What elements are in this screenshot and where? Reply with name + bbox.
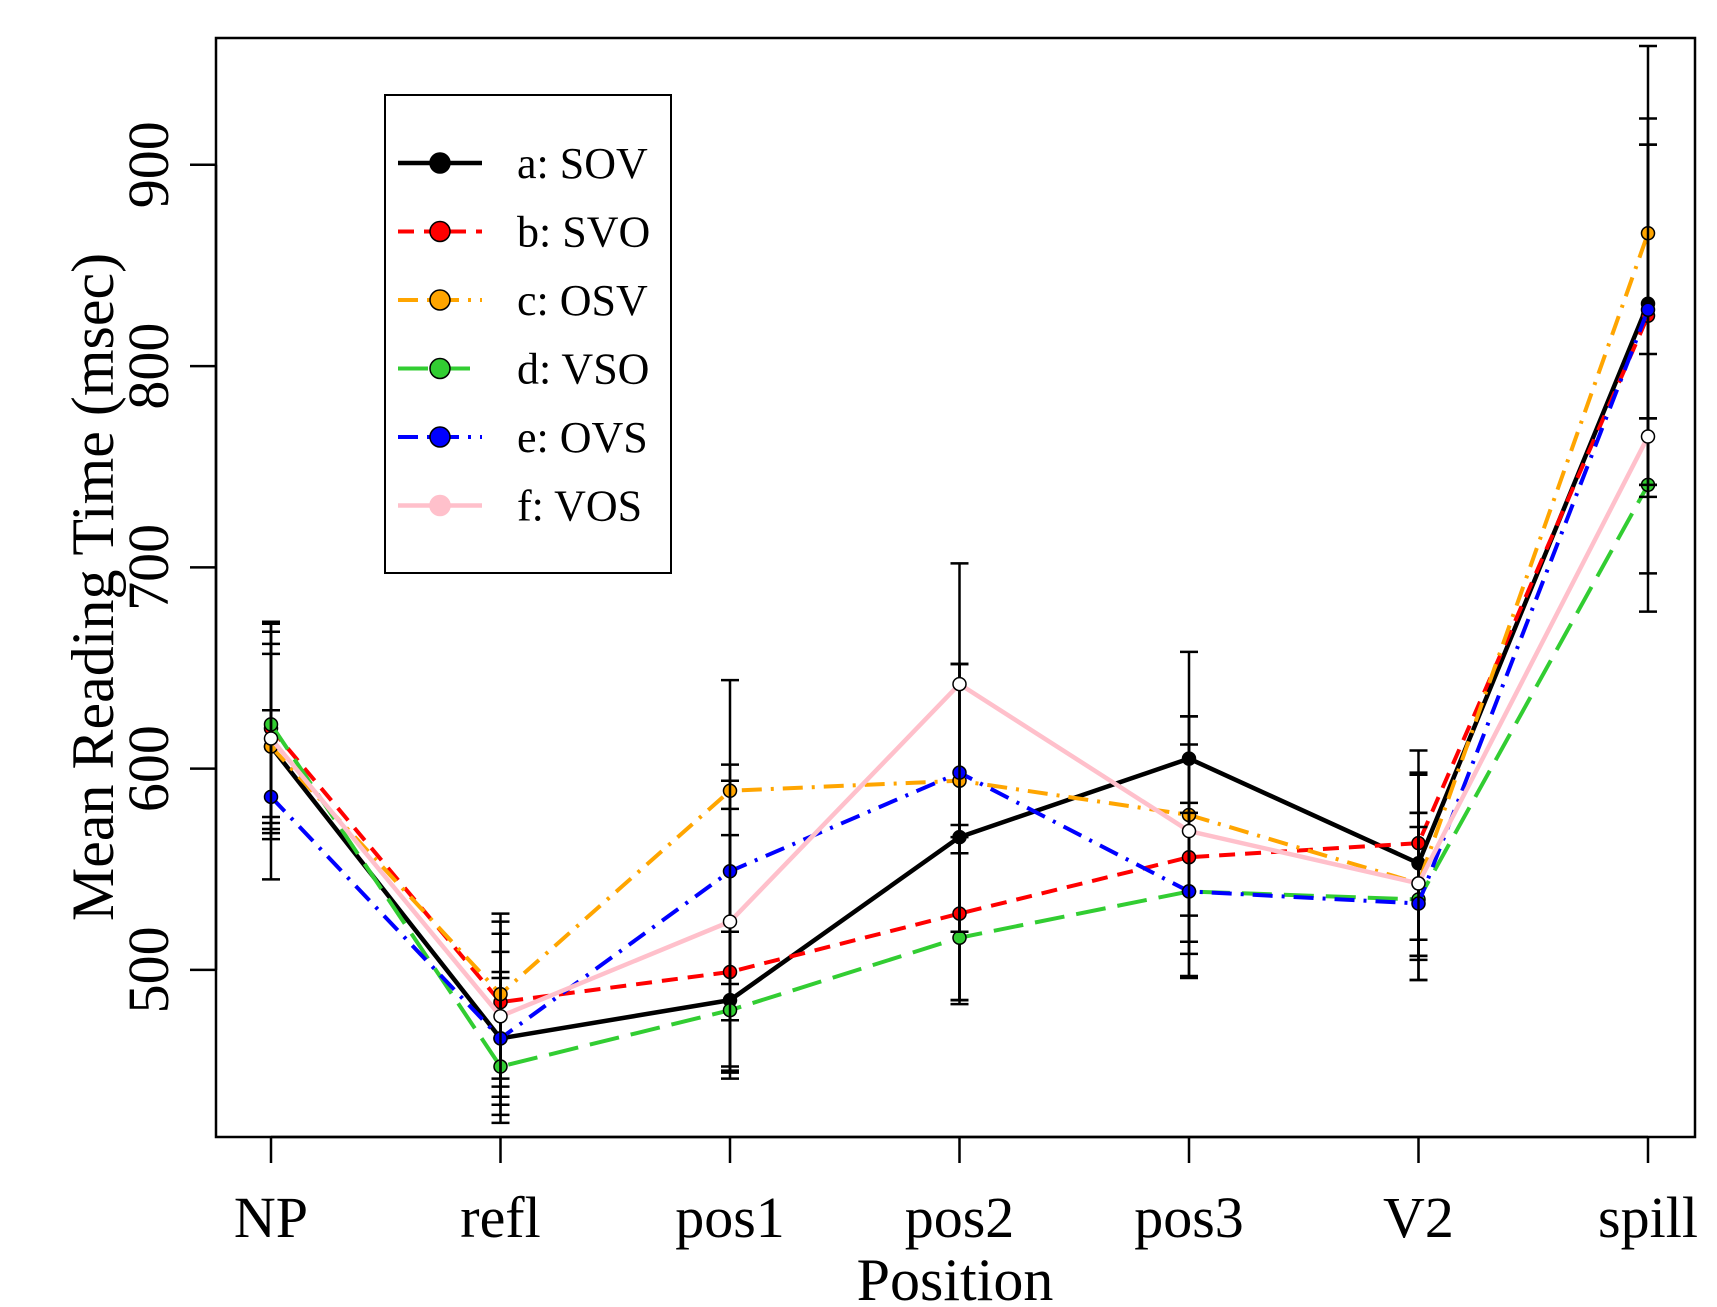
- y-tick-label-900: 900: [116, 121, 181, 208]
- series-layer: [262, 44, 1657, 1125]
- axes-layer: NP refl pos1 pos2 pos3 V2 spill 500 600 700 800 900: [116, 121, 1698, 1250]
- x-tick-label-pos1: pos1: [675, 1185, 785, 1250]
- x-tick-label-pos3: pos3: [1134, 1185, 1244, 1250]
- data-point-f-vos-np: [263, 731, 279, 746]
- legend-entry-f-vos: f: VOS: [398, 482, 642, 531]
- legend-marker-a-sov: [429, 152, 451, 174]
- y-tick-label-500: 500: [116, 926, 181, 1013]
- y-axis-title: Mean Reading Time (msec): [60, 253, 126, 921]
- legend-marker-c-osv: [429, 289, 451, 311]
- data-point-d-vso-pos2: [952, 930, 967, 945]
- legend-entry-c-osv: c: OSV: [398, 276, 648, 325]
- y-tick-label-700: 700: [116, 524, 181, 611]
- legend-label-b-svo: b: SVO: [517, 208, 650, 257]
- x-tick-label-np: NP: [234, 1185, 308, 1250]
- data-point-f-vos-refl: [493, 1008, 508, 1024]
- legend-label-e-ovs: e: OVS: [517, 413, 648, 462]
- x-tick-label-spill: spill: [1598, 1185, 1698, 1250]
- y-tick-label-600: 600: [116, 725, 181, 812]
- legend-marker-e-ovs: [429, 426, 451, 448]
- legend-label-a-sov: a: SOV: [517, 139, 648, 188]
- x-tick-label-refl: refl: [460, 1185, 541, 1250]
- data-point-f-vos-pos3: [1181, 823, 1197, 839]
- legend-marker-d-vso: [429, 357, 451, 380]
- legend-label-d-vso: d: VSO: [517, 345, 649, 394]
- legend-marker-b-svo: [429, 220, 451, 243]
- error-bar-f-vos-pos2: [950, 662, 969, 839]
- legend-label-c-osv: c: OSV: [517, 276, 648, 325]
- legend-entry-d-vso: d: VSO: [398, 345, 649, 394]
- x-tick-label-pos2: pos2: [905, 1185, 1015, 1250]
- legend-entry-e-ovs: e: OVS: [398, 413, 648, 462]
- data-point-f-vos-pos1: [722, 914, 738, 929]
- legend-label-f-vos: f: VOS: [517, 482, 642, 531]
- legend-entry-b-svo: b: SVO: [398, 208, 650, 257]
- legend-box: [384, 94, 672, 574]
- data-point-e-ovs-spill: [1640, 302, 1656, 317]
- x-tick-label-v2: V2: [1383, 1185, 1454, 1250]
- data-point-f-vos-pos2: [952, 676, 967, 692]
- x-axis-title: Position: [857, 1247, 1054, 1307]
- data-point-f-vos-spill: [1640, 429, 1656, 444]
- series-f-vos: [262, 417, 1657, 1098]
- data-point-f-vos-v2: [1411, 876, 1426, 891]
- legend-marker-f-vos: [429, 494, 451, 517]
- y-tick-label-800: 800: [116, 323, 181, 410]
- legend: a: SOV b: SVO c: OSV d: VSO e: OVS f: VOS: [384, 94, 672, 574]
- legend-entry-a-sov: a: SOV: [398, 139, 648, 188]
